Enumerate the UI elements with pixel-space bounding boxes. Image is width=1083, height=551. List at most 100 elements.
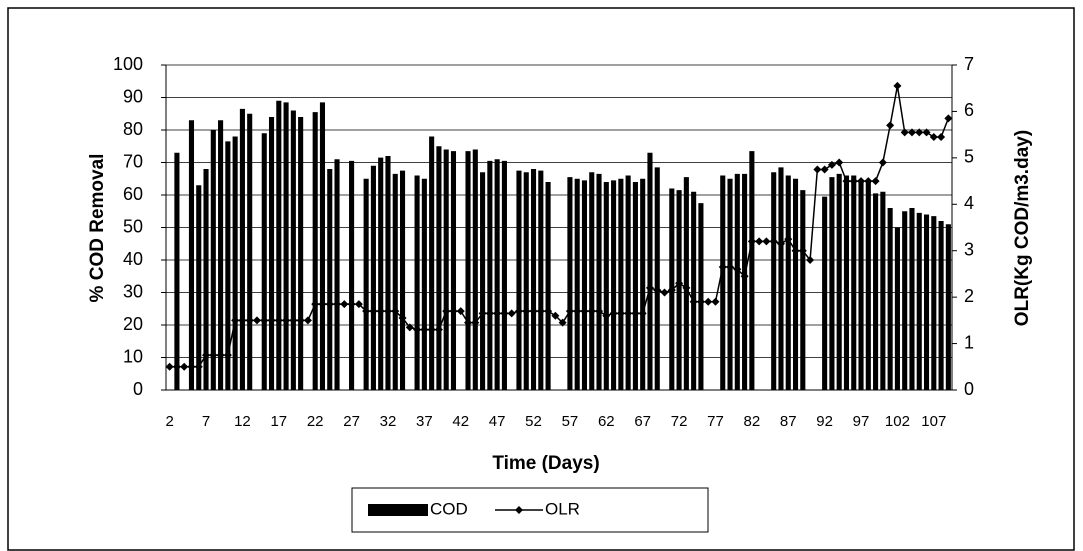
y2-tick-label: 5 bbox=[964, 147, 974, 167]
marker bbox=[522, 307, 531, 316]
marker bbox=[434, 325, 443, 334]
bar bbox=[530, 169, 537, 390]
bar bbox=[792, 178, 799, 390]
bar bbox=[370, 165, 376, 390]
marker bbox=[383, 307, 392, 316]
bar bbox=[632, 182, 638, 390]
bar bbox=[203, 169, 209, 390]
bar bbox=[276, 100, 282, 390]
marker bbox=[464, 318, 473, 327]
marker bbox=[507, 309, 516, 318]
marker bbox=[180, 362, 189, 371]
bar bbox=[218, 120, 224, 390]
y2-axis-title: OLR(Kg COD/m3.day) bbox=[1012, 130, 1033, 326]
marker bbox=[944, 114, 953, 123]
bar bbox=[727, 178, 733, 390]
marker bbox=[449, 307, 458, 316]
marker bbox=[922, 128, 931, 137]
marker bbox=[565, 307, 574, 316]
marker bbox=[900, 128, 909, 137]
bar bbox=[494, 159, 500, 390]
marker bbox=[209, 351, 218, 360]
bar bbox=[625, 175, 631, 390]
x-tick-label: 47 bbox=[489, 413, 506, 430]
marker bbox=[711, 297, 720, 306]
x-tick-label: 2 bbox=[165, 413, 173, 430]
bar bbox=[378, 157, 384, 390]
y-tick-label: 40 bbox=[123, 249, 143, 269]
x-tick-label: 37 bbox=[416, 413, 433, 430]
bar bbox=[327, 169, 333, 390]
marker bbox=[849, 177, 858, 186]
marker bbox=[791, 246, 800, 255]
bar bbox=[298, 117, 304, 390]
y2-tick-label: 1 bbox=[964, 332, 974, 352]
bar bbox=[618, 178, 624, 390]
marker bbox=[216, 351, 225, 360]
bar bbox=[581, 180, 588, 390]
x-tick-label: 12 bbox=[234, 413, 251, 430]
bar bbox=[640, 178, 646, 390]
marker bbox=[398, 314, 407, 323]
bar bbox=[945, 224, 951, 390]
marker bbox=[573, 307, 582, 316]
marker bbox=[354, 300, 363, 309]
marker bbox=[580, 307, 589, 316]
bar bbox=[822, 196, 828, 390]
bar bbox=[749, 151, 755, 390]
bar bbox=[873, 193, 879, 390]
y2-tick-label: 0 bbox=[964, 379, 974, 399]
marker bbox=[602, 311, 611, 320]
marker bbox=[740, 272, 749, 281]
marker bbox=[202, 351, 211, 360]
bar bbox=[421, 178, 427, 390]
marker bbox=[318, 300, 327, 309]
marker bbox=[638, 309, 647, 318]
bar bbox=[392, 173, 398, 390]
marker bbox=[653, 286, 662, 295]
bar bbox=[785, 175, 791, 390]
marker bbox=[733, 265, 742, 274]
marker bbox=[682, 283, 691, 292]
bar bbox=[567, 177, 573, 390]
bar bbox=[880, 191, 886, 390]
marker bbox=[252, 316, 261, 325]
marker bbox=[820, 165, 829, 174]
marker bbox=[842, 177, 851, 186]
x-tick-label: 52 bbox=[525, 413, 542, 430]
y-tick-label: 90 bbox=[123, 86, 143, 106]
x-tick-label: 97 bbox=[853, 413, 870, 430]
y-tick-label: 50 bbox=[123, 216, 143, 236]
legend-swatch bbox=[368, 504, 428, 516]
marker bbox=[624, 309, 633, 318]
marker bbox=[413, 325, 422, 334]
legend-label: OLR bbox=[545, 499, 580, 518]
marker bbox=[282, 316, 291, 325]
bar bbox=[465, 151, 471, 390]
marker bbox=[835, 158, 844, 167]
bar bbox=[734, 173, 740, 390]
legend-label: COD bbox=[430, 499, 468, 518]
marker bbox=[311, 300, 320, 309]
bar bbox=[938, 221, 944, 390]
y-tick-label: 100 bbox=[113, 54, 143, 74]
marker bbox=[529, 307, 538, 316]
marker bbox=[369, 307, 378, 316]
bar bbox=[232, 136, 238, 390]
marker bbox=[929, 132, 938, 141]
marker bbox=[536, 307, 545, 316]
bar bbox=[319, 102, 326, 390]
marker bbox=[595, 307, 604, 316]
marker bbox=[478, 309, 487, 318]
bar bbox=[174, 152, 180, 390]
marker bbox=[303, 316, 312, 325]
bar bbox=[865, 182, 871, 390]
bar bbox=[268, 117, 275, 390]
marker bbox=[485, 309, 494, 318]
marker bbox=[260, 316, 269, 325]
y2-tick-label: 6 bbox=[964, 100, 974, 120]
bar bbox=[691, 191, 697, 390]
x-tick-label: 87 bbox=[780, 413, 797, 430]
bar bbox=[349, 160, 355, 390]
bar bbox=[742, 173, 748, 390]
